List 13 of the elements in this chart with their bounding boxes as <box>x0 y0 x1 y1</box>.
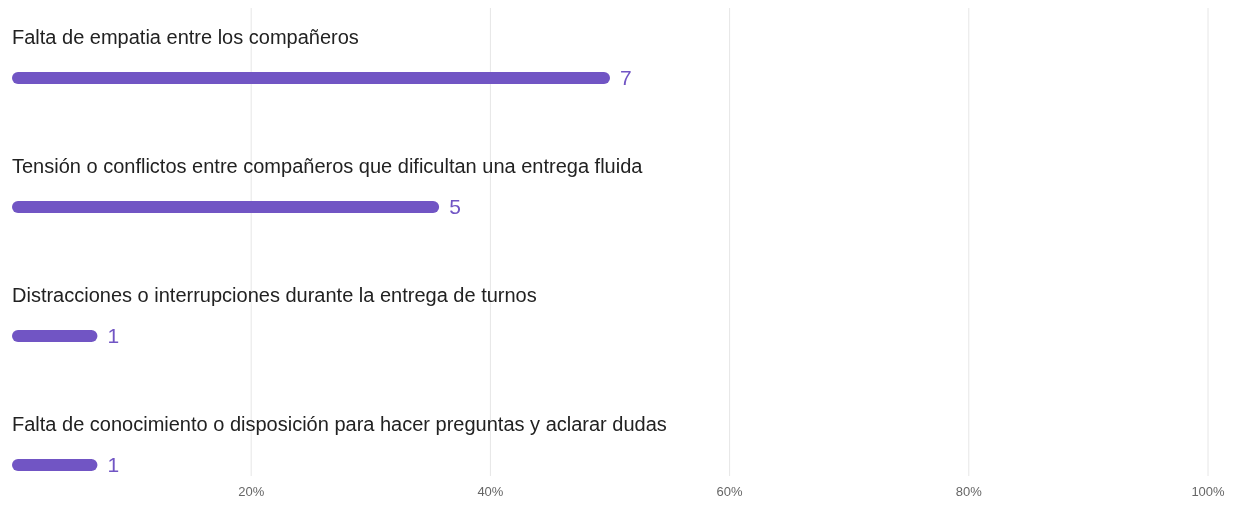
y-tick-label: Distracciones o interrupciones durante la entrega de turnos <box>12 284 537 306</box>
y-tick-label: Falta de conocimiento o disposición para hacer preguntas y aclarar dudas <box>12 413 667 435</box>
y-tick-label: Falta de empatia entre los compañeros <box>12 26 359 48</box>
data-label: 7 <box>620 66 632 89</box>
x2-tick-label: 100% <box>1191 484 1226 499</box>
data-label: 1 <box>107 324 120 347</box>
x2-tick-label: 40% <box>477 484 504 499</box>
x2-tick-label: 80% <box>955 484 983 499</box>
x2-tick-label: 60% <box>716 484 744 499</box>
x2-tick-label: 20% <box>238 484 265 499</box>
data-label: 5 <box>449 195 461 218</box>
data-label: 1 <box>107 453 120 476</box>
y-tick-label: Tensión o conflictos entre compañeros que dificultan una entrega fluida <box>12 155 644 177</box>
